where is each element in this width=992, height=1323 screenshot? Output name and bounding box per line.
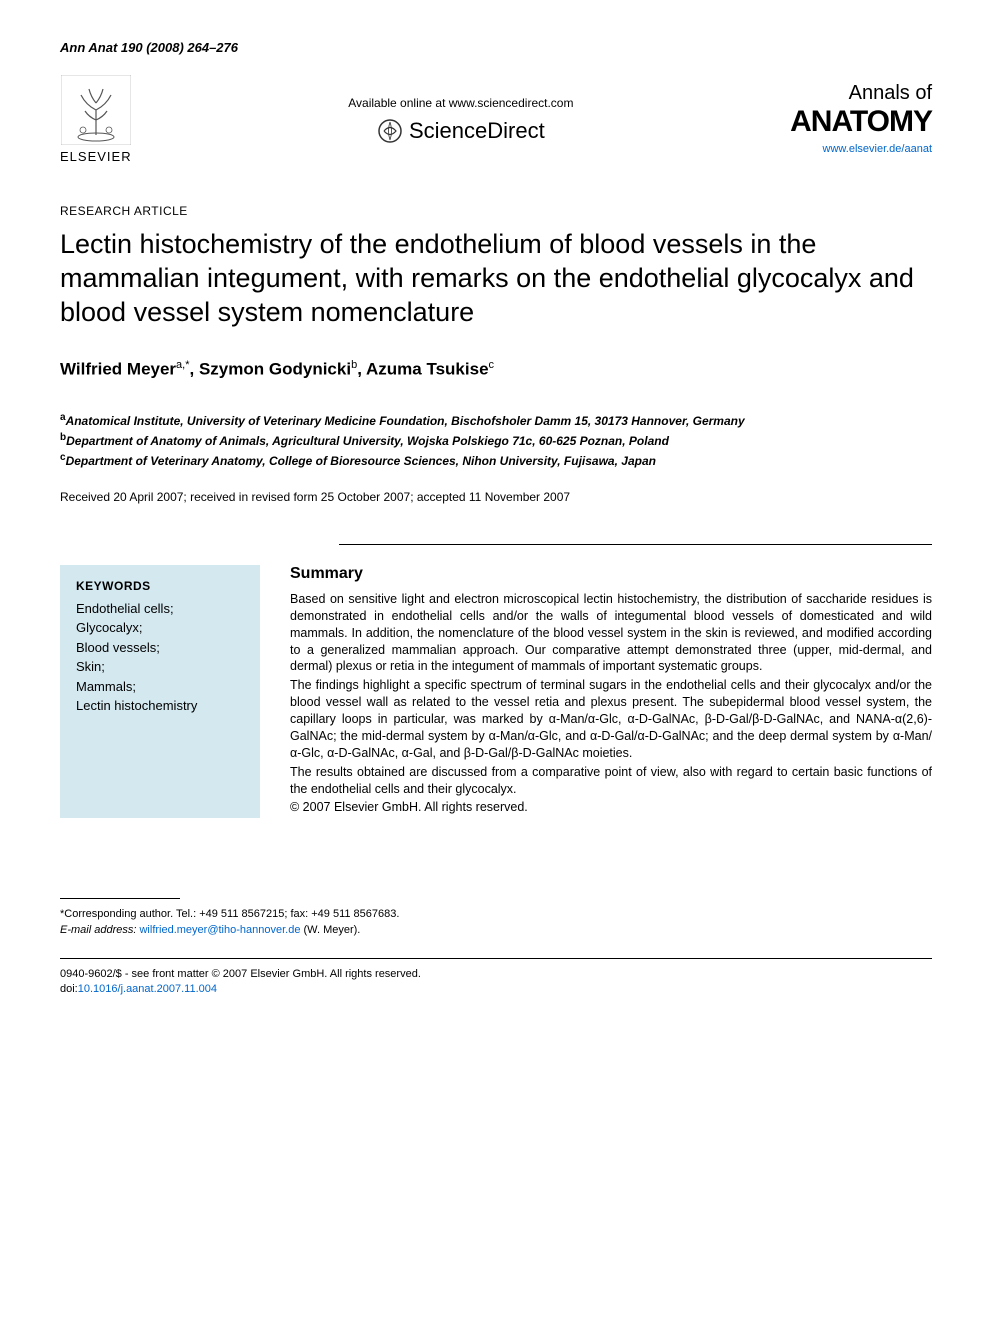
doi-prefix: doi: (60, 983, 78, 995)
keywords-box: KEYWORDS Endothelial cells; Glycocalyx; … (60, 565, 260, 818)
email-line: E-mail address: wilfried.meyer@tiho-hann… (60, 923, 932, 938)
doi-link[interactable]: 10.1016/j.aanat.2007.11.004 (78, 983, 217, 995)
authors-line: Wilfried Meyera,*, Szymon Godynickib, Az… (60, 359, 932, 380)
email-label: E-mail address: (60, 924, 136, 936)
sciencedirect-icon (377, 118, 403, 144)
author-email-link[interactable]: wilfried.meyer@tiho-hannover.de (139, 924, 300, 936)
author-name: Wilfried Meyer (60, 360, 176, 379)
corr-author-line: *Corresponding author. Tel.: +49 511 856… (60, 907, 932, 922)
summary-paragraph: Based on sensitive light and electron mi… (290, 591, 932, 675)
summary-copyright: © 2007 Elsevier GmbH. All rights reserve… (290, 799, 932, 816)
summary-body: Based on sensitive light and electron mi… (290, 591, 932, 816)
author-name: Szymon Godynicki (199, 360, 351, 379)
article-type-label: RESEARCH ARTICLE (60, 204, 932, 218)
author-sup: a,* (176, 359, 189, 371)
summary-top-rule (339, 544, 932, 545)
corresponding-author-footnote: *Corresponding author. Tel.: +49 511 856… (60, 907, 932, 938)
available-online-text: Available online at www.sciencedirect.co… (132, 96, 791, 110)
email-attribution: (W. Meyer). (304, 924, 361, 936)
sciencedirect-block: Available online at www.sciencedirect.co… (132, 96, 791, 144)
affiliation-text: Anatomical Institute, University of Vete… (66, 414, 745, 428)
summary-column: Summary Based on sensitive light and ele… (290, 565, 932, 818)
author-sup: c (489, 359, 495, 371)
citation-line: Ann Anat 190 (2008) 264–276 (60, 40, 932, 55)
affiliations-block: aAnatomical Institute, University of Vet… (60, 410, 932, 470)
header-row: ELSEVIER Available online at www.science… (60, 75, 932, 164)
author-sup: b (351, 359, 357, 371)
front-matter-block: 0940-9602/$ - see front matter © 2007 El… (60, 967, 932, 998)
keyword-item: Blood vessels; (76, 638, 244, 658)
front-matter-line: 0940-9602/$ - see front matter © 2007 El… (60, 967, 932, 982)
summary-paragraph: The findings highlight a specific spectr… (290, 677, 932, 761)
keyword-item: Skin; (76, 657, 244, 677)
bottom-rule (60, 958, 932, 959)
affiliation-text: Department of Veterinary Anatomy, Colleg… (66, 454, 656, 468)
footnote-rule (60, 898, 180, 899)
keywords-heading: KEYWORDS (76, 579, 244, 593)
sciencedirect-logo: ScienceDirect (132, 118, 791, 144)
article-title: Lectin histochemistry of the endothelium… (60, 228, 932, 329)
doi-line: doi:10.1016/j.aanat.2007.11.004 (60, 982, 932, 997)
affiliation-line: cDepartment of Veterinary Anatomy, Colle… (60, 450, 932, 470)
journal-url-link[interactable]: www.elsevier.de/aanat (823, 143, 932, 155)
journal-name-line2: ANATOMY (790, 105, 932, 139)
affiliation-line: bDepartment of Anatomy of Animals, Agric… (60, 430, 932, 450)
keyword-item: Glycocalyx; (76, 618, 244, 638)
affiliation-line: aAnatomical Institute, University of Vet… (60, 410, 932, 430)
sciencedirect-text: ScienceDirect (409, 118, 545, 144)
keyword-item: Mammals; (76, 677, 244, 697)
publisher-logo-block: ELSEVIER (60, 75, 132, 164)
journal-name-line1: Annals of (790, 82, 932, 105)
main-content-row: KEYWORDS Endothelial cells; Glycocalyx; … (60, 565, 932, 818)
affiliation-text: Department of Anatomy of Animals, Agricu… (66, 434, 669, 448)
keyword-item: Lectin histochemistry (76, 696, 244, 716)
summary-paragraph: The results obtained are discussed from … (290, 764, 932, 798)
summary-heading: Summary (290, 565, 932, 583)
elsevier-tree-icon (61, 75, 131, 145)
article-history: Received 20 April 2007; received in revi… (60, 490, 932, 504)
publisher-name: ELSEVIER (60, 149, 132, 164)
keyword-item: Endothelial cells; (76, 599, 244, 619)
journal-logo-block: Annals of ANATOMY www.elsevier.de/aanat (790, 82, 932, 157)
author-name: Azuma Tsukise (366, 360, 489, 379)
